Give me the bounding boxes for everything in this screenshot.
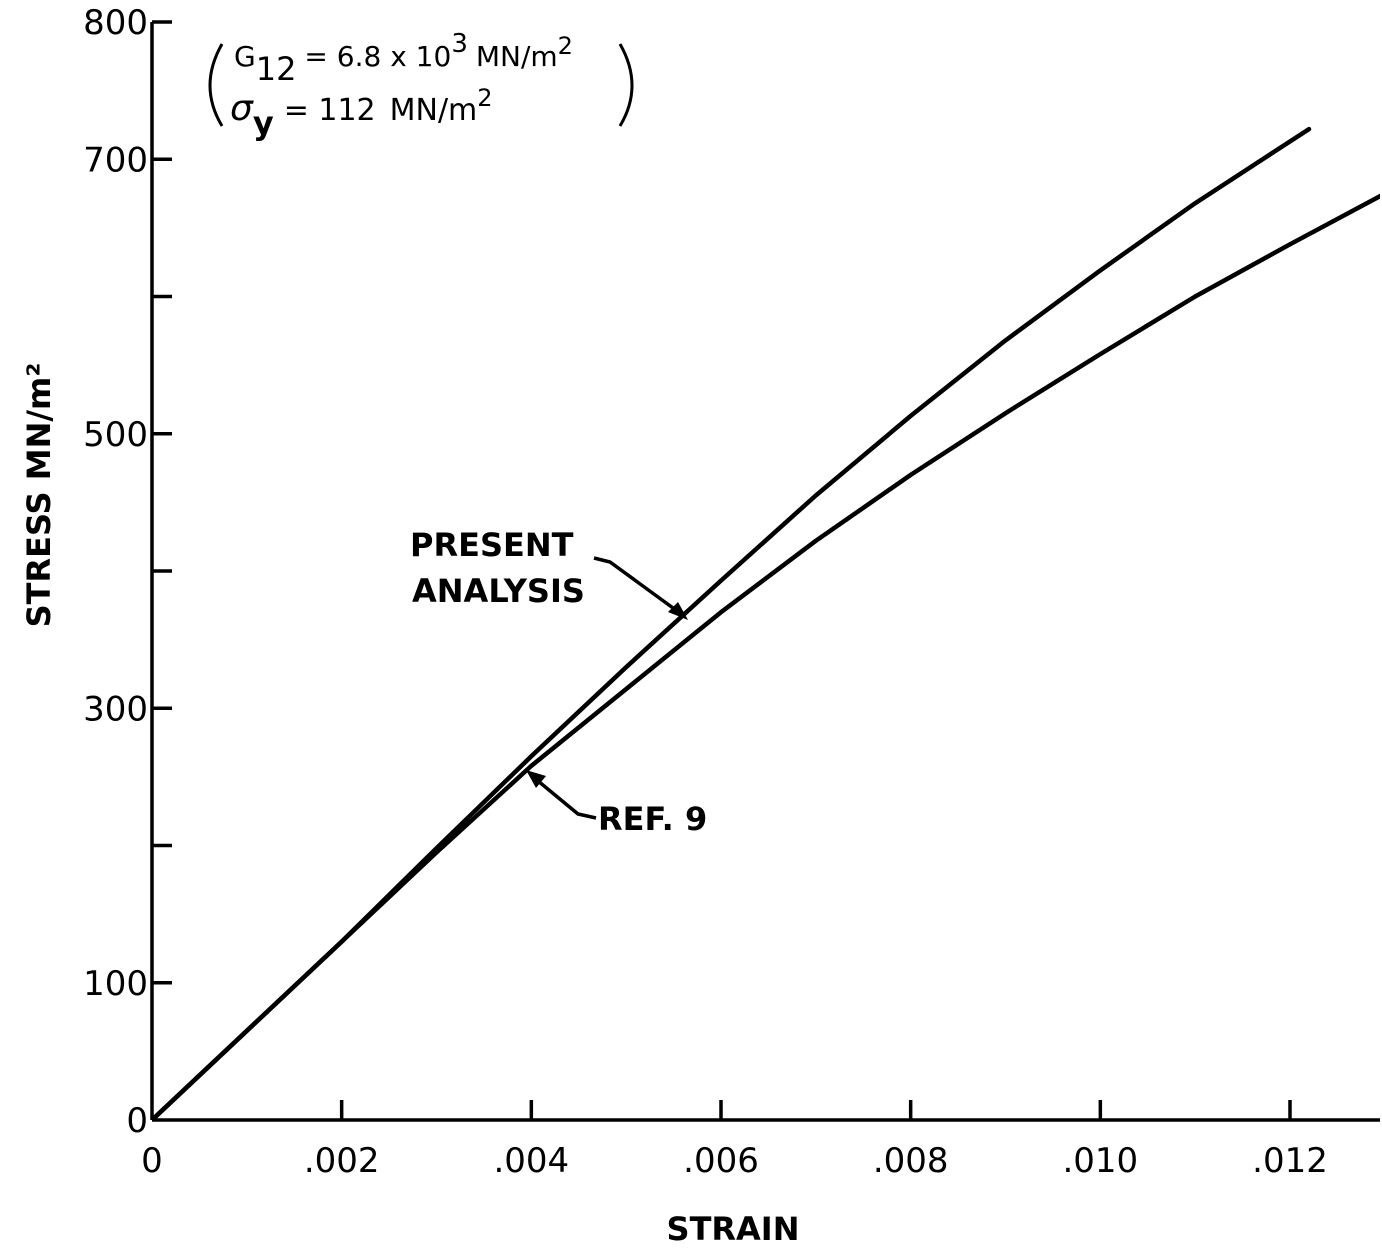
- y-axis-title-text: STRESS MN/m²: [20, 363, 58, 628]
- ref9-label: REF. 9: [598, 800, 707, 838]
- present-analysis-arrowhead: [668, 602, 688, 620]
- x-axis-title: STRAIN: [667, 1210, 800, 1248]
- parameter-block: G12 = 6.8 x 103 MN/m2 σy = 112 MN/m2: [208, 29, 634, 142]
- g12-equation: G12 = 6.8 x 103 MN/m2: [234, 29, 573, 88]
- y-tick-label: 100: [83, 964, 148, 1004]
- series-layer: [152, 126, 1380, 1120]
- present-analysis-annotation: PRESENT ANALYSIS: [410, 526, 688, 620]
- x-tick-label: .002: [304, 1141, 380, 1181]
- ref9-leader: [530, 774, 597, 820]
- g12-unit: MN/m: [476, 40, 558, 73]
- ref9-annotation: REF. 9: [526, 770, 707, 838]
- sigma-subscript: y: [253, 104, 274, 142]
- g12-subscript: 12: [256, 50, 297, 88]
- g12-exponent: 3: [451, 29, 468, 59]
- x-tick-label: .012: [1252, 1141, 1328, 1181]
- left-paren: [208, 43, 224, 127]
- present-analysis-label-line2: ANALYSIS: [412, 572, 585, 610]
- axes: [150, 20, 1380, 1122]
- present-analysis-leader: [593, 556, 686, 618]
- g12-symbol: G: [234, 40, 256, 73]
- y-tick-label: 300: [83, 689, 148, 729]
- y-axis-title: STRESS MN/m²: [20, 363, 58, 628]
- series-line-present-analysis: [152, 126, 1312, 1120]
- series-line-ref9: [152, 193, 1380, 1120]
- y-tick-label: 700: [83, 140, 148, 180]
- x-tick-label: .004: [493, 1141, 569, 1181]
- x-tick-label: .006: [683, 1141, 759, 1181]
- y-tick-label: 0: [126, 1101, 148, 1141]
- x-tick-label: .008: [873, 1141, 949, 1181]
- g12-value: = 6.8 x 10: [304, 40, 451, 73]
- y-tick-label: 800: [83, 3, 148, 43]
- x-tick-label: .010: [1062, 1141, 1138, 1181]
- y-axis-ticks: 0 100 300 500 700 800: [83, 3, 172, 1141]
- sigma-unit: MN/m: [390, 93, 478, 128]
- present-analysis-label-line1: PRESENT: [410, 526, 574, 564]
- x-axis-ticks: 0 .002 .004 .006 .008 .010 .012: [141, 1100, 1328, 1181]
- ref9-arrowhead: [526, 770, 546, 788]
- x-tick-label: 0: [141, 1141, 163, 1181]
- sigma-symbol: σ: [230, 88, 254, 129]
- g12-unit-exponent: 2: [558, 32, 573, 60]
- yield-stress-equation: σy = 112 MN/m2: [230, 84, 493, 142]
- right-paren: [618, 43, 634, 127]
- y-tick-label: 500: [83, 415, 148, 455]
- sigma-unit-exponent: 2: [477, 84, 492, 112]
- sigma-value: = 112: [284, 93, 376, 128]
